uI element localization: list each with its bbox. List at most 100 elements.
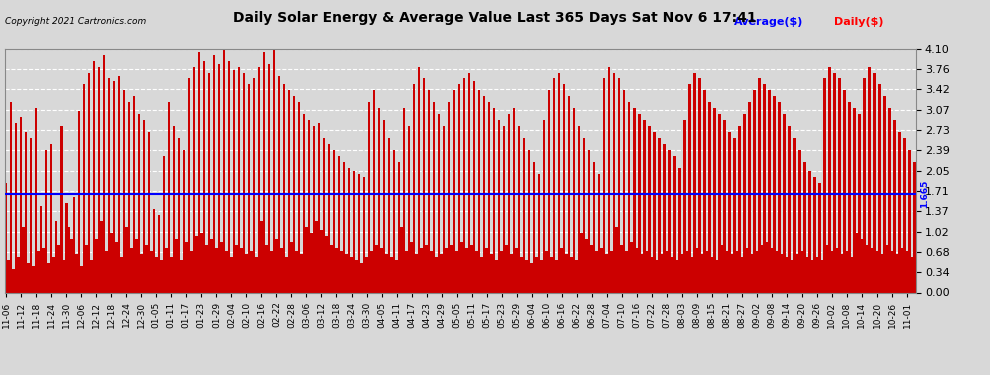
Bar (343, 162, 346, 292)
Bar (813, 177, 816, 292)
Bar (863, 78, 865, 292)
Bar (95, 239, 98, 292)
Bar (338, 156, 341, 292)
Bar (313, 126, 315, 292)
Bar (318, 123, 320, 292)
Bar (731, 254, 733, 292)
Bar (423, 78, 426, 292)
Bar (550, 257, 553, 292)
Bar (575, 260, 578, 292)
Bar (670, 257, 673, 292)
Bar (82, 84, 85, 292)
Bar (848, 102, 850, 292)
Bar (133, 96, 135, 292)
Bar (265, 245, 267, 292)
Bar (457, 84, 460, 292)
Bar (893, 120, 896, 292)
Bar (90, 260, 92, 292)
Bar (115, 242, 118, 292)
Bar (15, 123, 18, 292)
Bar (305, 227, 308, 292)
Bar (533, 162, 536, 292)
Bar (839, 78, 841, 292)
Bar (816, 257, 818, 292)
Bar (696, 248, 698, 292)
Bar (123, 90, 125, 292)
Bar (310, 233, 313, 292)
Bar (165, 248, 167, 292)
Bar (416, 254, 418, 292)
Bar (155, 257, 157, 292)
Bar (653, 132, 655, 292)
Bar (708, 102, 711, 292)
Bar (913, 162, 916, 292)
Bar (262, 52, 265, 292)
Bar (500, 251, 503, 292)
Bar (426, 245, 428, 292)
Bar (378, 108, 380, 292)
Bar (285, 257, 288, 292)
Bar (160, 260, 162, 292)
Bar (858, 114, 860, 292)
Bar (873, 72, 876, 292)
Bar (896, 254, 898, 292)
Bar (903, 138, 906, 292)
Bar (441, 254, 443, 292)
Bar (341, 251, 343, 292)
Bar (223, 49, 225, 292)
Bar (157, 215, 160, 292)
Bar (52, 257, 55, 292)
Bar (868, 67, 871, 292)
Bar (678, 168, 680, 292)
Bar (465, 248, 468, 292)
Bar (898, 132, 901, 292)
Bar (438, 114, 441, 292)
Bar (673, 156, 675, 292)
Bar (755, 251, 758, 292)
Bar (811, 260, 813, 292)
Bar (62, 260, 65, 292)
Bar (876, 251, 878, 292)
Bar (40, 206, 43, 292)
Bar (25, 132, 28, 292)
Bar (613, 72, 616, 292)
Bar (290, 242, 293, 292)
Bar (293, 96, 295, 292)
Bar (823, 78, 826, 292)
Bar (443, 126, 446, 292)
Bar (162, 156, 165, 292)
Bar (505, 245, 508, 292)
Bar (626, 251, 628, 292)
Bar (845, 251, 848, 292)
Bar (713, 108, 716, 292)
Bar (225, 251, 228, 292)
Bar (770, 248, 773, 292)
Bar (315, 221, 318, 292)
Bar (663, 144, 665, 292)
Bar (680, 254, 683, 292)
Bar (665, 251, 668, 292)
Text: Daily Solar Energy & Average Value Last 365 Days Sat Nov 6 17:41: Daily Solar Energy & Average Value Last … (234, 11, 756, 25)
Bar (603, 78, 606, 292)
Bar (618, 78, 621, 292)
Bar (473, 81, 475, 292)
Bar (748, 102, 750, 292)
Bar (495, 260, 498, 292)
Bar (460, 242, 463, 292)
Bar (180, 260, 182, 292)
Bar (753, 90, 755, 292)
Bar (413, 84, 416, 292)
Bar (80, 266, 82, 292)
Bar (798, 150, 801, 292)
Bar (908, 150, 911, 292)
Bar (668, 150, 670, 292)
Bar (636, 248, 638, 292)
Bar (43, 248, 45, 292)
Bar (718, 114, 721, 292)
Bar (203, 61, 205, 292)
Bar (35, 108, 38, 292)
Bar (886, 245, 888, 292)
Bar (233, 69, 236, 292)
Bar (878, 84, 881, 292)
Bar (521, 257, 523, 292)
